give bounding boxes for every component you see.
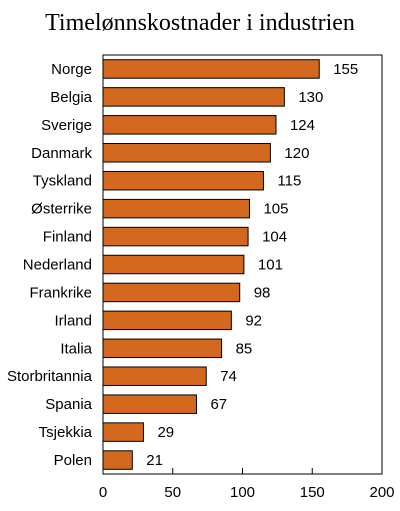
bar-storbritannia	[102, 366, 207, 386]
category-label-tyskland: Tyskland	[33, 173, 92, 190]
category-label-sverige: Sverige	[41, 117, 92, 134]
bar-norge	[102, 59, 320, 79]
bar-belgia	[102, 87, 285, 107]
chart-title: Timelønnskostnader i industrien	[45, 10, 355, 36]
value-label-belgia: 130	[298, 89, 323, 106]
bar-tsjekkia	[102, 422, 144, 442]
value-label-italia: 85	[236, 340, 253, 357]
category-labels-group: Norge Belgia Sverige Danmark Tyskland Østerri…	[7, 61, 93, 469]
value-label-irland: 92	[245, 312, 262, 329]
category-label-frankrike: Frankrike	[29, 284, 92, 301]
value-label-polen: 21	[146, 452, 163, 469]
bar-irland	[102, 310, 232, 331]
value-label-frankrike: 98	[254, 284, 271, 301]
x-tick-label-0: 0	[99, 484, 107, 501]
category-label-irland: Irland	[54, 312, 92, 329]
value-label-tyskland: 115	[277, 173, 301, 190]
category-label-finland: Finland	[43, 229, 92, 246]
category-label-norge: Norge	[51, 61, 92, 78]
value-label-sverige: 124	[290, 117, 315, 134]
category-label-osterrike: Østerrike	[31, 201, 92, 218]
value-label-norge: 155	[333, 61, 358, 78]
value-label-tsjekkia: 29	[157, 424, 174, 441]
value-label-osterrike: 105	[263, 201, 288, 218]
value-label-danmark: 120	[284, 145, 309, 162]
bar-danmark	[102, 143, 271, 163]
bar-tyskland	[102, 170, 264, 191]
value-labels-group: 155 130 124 120 115 105 104 101 98 92 85 74 67 29 21	[146, 61, 358, 469]
x-ticks-group: 0 50 100 150 200	[99, 468, 395, 501]
bar-nederland	[102, 254, 245, 275]
category-label-italia: Italia	[60, 340, 92, 357]
category-label-spania: Spania	[45, 396, 92, 413]
bar-frankrike	[102, 282, 241, 303]
category-label-nederland: Nederland	[23, 257, 92, 274]
category-label-belgia: Belgia	[50, 89, 92, 106]
x-tick-label-50: 50	[164, 484, 181, 501]
x-tick-label-200: 200	[369, 484, 394, 501]
value-label-storbritannia: 74	[220, 368, 237, 385]
category-label-polen: Polen	[54, 452, 92, 469]
category-label-danmark: Danmark	[31, 145, 92, 162]
bar-sverige	[102, 115, 277, 135]
bar-italia	[102, 338, 223, 359]
bar-spania	[102, 394, 197, 414]
bar-osterrike	[102, 198, 250, 219]
bar-finland	[102, 226, 249, 247]
x-tick-label-100: 100	[230, 484, 255, 501]
category-label-tsjekkia: Tsjekkia	[39, 424, 93, 441]
value-label-nederland: 101	[258, 257, 283, 274]
value-label-finland: 104	[262, 229, 287, 246]
value-label-spania: 67	[210, 396, 227, 413]
category-label-storbritannia: Storbritannia	[7, 368, 93, 385]
bar-polen	[102, 450, 133, 470]
x-tick-label-150: 150	[300, 484, 325, 501]
